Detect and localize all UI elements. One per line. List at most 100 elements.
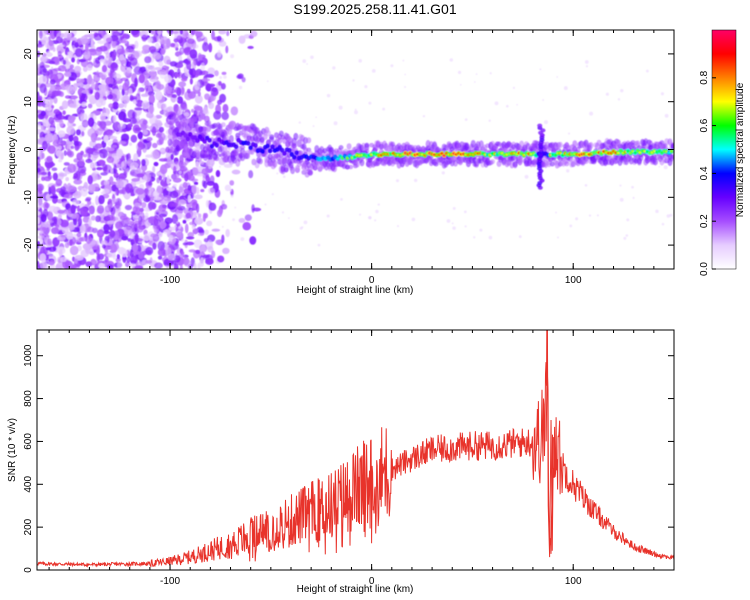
heatmap-cell xyxy=(47,238,52,246)
heatmap-cell xyxy=(645,69,649,73)
heatmap-cell xyxy=(207,137,212,143)
heatmap-cell xyxy=(88,205,95,215)
heatmap-cell xyxy=(195,110,200,119)
heatmap-cell xyxy=(669,150,674,153)
heatmap-cell xyxy=(118,85,124,91)
heatmap-cell xyxy=(74,65,82,73)
heatmap-cell xyxy=(95,127,104,136)
snr-xlabel: Height of straight line (km) xyxy=(297,584,414,595)
heatmap-cell xyxy=(240,144,246,150)
heatmap-cell xyxy=(543,120,548,125)
heatmap-cell xyxy=(599,152,604,155)
heatmap-cell xyxy=(134,207,143,216)
heatmap-cell xyxy=(494,101,499,106)
heatmap-cell xyxy=(141,159,146,167)
heatmap-cell xyxy=(37,113,45,120)
heatmap-cell xyxy=(208,164,213,169)
heatmap-cell xyxy=(211,130,217,137)
heatmap-cell xyxy=(99,59,105,63)
heatmap-cell xyxy=(60,236,66,240)
heatmap-cell xyxy=(86,147,95,155)
heatmap-cell xyxy=(203,212,208,219)
heatmap-cell xyxy=(113,163,117,174)
heatmap-cell xyxy=(459,83,462,86)
heatmap-cell xyxy=(98,160,106,165)
heatmap-cell xyxy=(37,179,41,184)
heatmap-cell xyxy=(205,199,210,208)
heatmap-cell xyxy=(158,60,164,67)
heatmap-cell xyxy=(57,115,66,120)
heatmap-cell xyxy=(195,161,200,168)
heatmap-cell xyxy=(218,165,221,168)
heatmap-cell xyxy=(154,66,163,71)
heatmap-cell xyxy=(539,68,542,71)
heatmap-cell xyxy=(160,48,166,55)
heatmap-cell xyxy=(41,52,47,57)
heatmap-cell xyxy=(266,80,269,83)
heatmap-cell xyxy=(159,164,168,175)
heatmap-cell xyxy=(202,174,206,181)
heatmap-cell xyxy=(187,34,194,39)
heatmap-cell xyxy=(244,214,252,222)
heatmap-cell xyxy=(184,223,189,234)
heatmap-cell xyxy=(46,52,53,57)
heatmap-cell xyxy=(90,215,96,221)
heatmap-cell xyxy=(74,42,79,49)
heatmap-cell xyxy=(37,156,40,160)
heatmap-cell xyxy=(194,194,203,200)
snr-xtick-label: 0 xyxy=(369,576,375,587)
heatmap-cell xyxy=(99,113,107,122)
heatmap-cell xyxy=(191,224,196,230)
heatmap-cell xyxy=(122,256,127,260)
heatmap-cell xyxy=(118,128,122,132)
heatmap-cell xyxy=(53,217,58,225)
heatmap-cell xyxy=(127,109,136,119)
heatmap-cell xyxy=(137,131,143,140)
heatmap-cell xyxy=(126,256,131,263)
heatmap-cell xyxy=(217,49,222,58)
heatmap-cell xyxy=(359,213,362,216)
heatmap-cell xyxy=(135,93,141,103)
heatmap-cell xyxy=(37,66,41,74)
heatmap-cell xyxy=(248,170,254,179)
heatmap-cell xyxy=(96,253,100,262)
heatmap-cell xyxy=(177,68,181,75)
heatmap-cell xyxy=(620,89,624,93)
heatmap-cell xyxy=(51,227,59,235)
heatmap-cell xyxy=(149,79,159,83)
heatmap-cell xyxy=(338,105,343,110)
heatmap-cell xyxy=(563,86,568,91)
heatmap-cell xyxy=(159,69,167,75)
heatmap-cell xyxy=(218,30,227,35)
heatmap-cell xyxy=(660,92,665,96)
heatmap-cell xyxy=(230,54,235,59)
heatmap-cell xyxy=(272,159,278,168)
spectrogram-ytick-label: 20 xyxy=(23,48,34,60)
heatmap-cell xyxy=(452,226,456,230)
heatmap-cell xyxy=(226,231,230,234)
heatmap-cell xyxy=(59,256,67,263)
snr-ytick-label: 0 xyxy=(23,567,34,573)
heatmap-cell xyxy=(178,55,183,62)
heatmap-cell xyxy=(108,136,118,140)
heatmap-cell xyxy=(40,35,49,45)
snr-xtick-label: -100 xyxy=(160,576,180,587)
heatmap-cell xyxy=(111,52,116,59)
heatmap-cell xyxy=(60,140,67,146)
heatmap-cell xyxy=(207,245,214,253)
heatmap-cell xyxy=(57,209,65,214)
heatmap-cell xyxy=(189,78,193,85)
heatmap-cell xyxy=(171,214,179,225)
heatmap-cell xyxy=(104,205,112,213)
heatmap-cell xyxy=(186,88,191,94)
heatmap-cell xyxy=(98,195,105,205)
heatmap-cell xyxy=(136,226,144,233)
heatmap-cell xyxy=(74,258,78,264)
heatmap-cell xyxy=(44,133,54,142)
heatmap-cell xyxy=(215,170,221,178)
heatmap-cell xyxy=(655,209,659,214)
heatmap-cell xyxy=(100,240,108,246)
heatmap-cell xyxy=(40,171,48,176)
heatmap-cell xyxy=(81,38,91,45)
heatmap-cell xyxy=(87,103,93,109)
